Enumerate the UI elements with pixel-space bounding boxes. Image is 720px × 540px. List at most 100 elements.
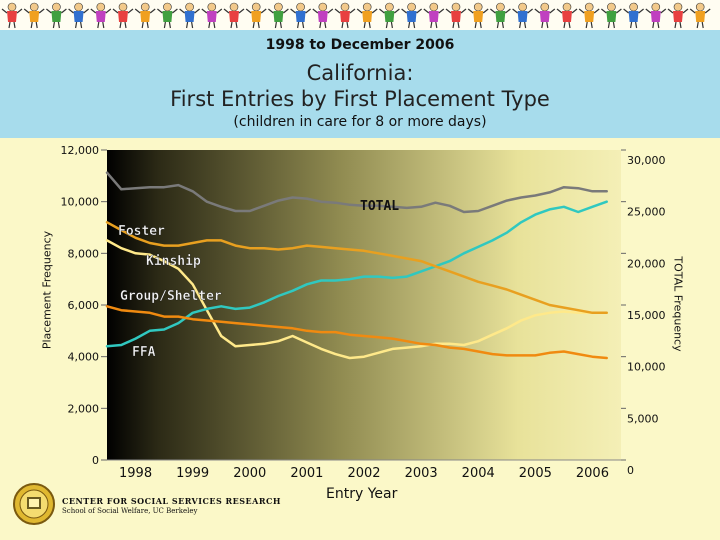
- y-right-tick-label: 30,000: [627, 154, 666, 167]
- plot-area: [107, 150, 621, 460]
- x-tick-label: 1998: [119, 466, 152, 481]
- x-tick-label: 2001: [290, 466, 323, 481]
- kid-arms: [556, 8, 578, 14]
- kid-legs: [8, 21, 16, 29]
- kid-figure: [356, 2, 378, 29]
- series-group-shelter: [105, 305, 608, 360]
- kid-arms: [623, 8, 644, 14]
- kid-body: [295, 11, 306, 22]
- kid-legs: [408, 21, 416, 29]
- kid-figure: [623, 2, 644, 29]
- series-ffa: [105, 221, 608, 315]
- kid-legs: [186, 21, 194, 29]
- kid-legs: [75, 21, 83, 29]
- kid-arms: [268, 8, 289, 14]
- kid-body: [7, 11, 17, 22]
- kid-figure: [490, 2, 511, 29]
- kid-legs: [119, 21, 127, 29]
- kid-figure: [423, 2, 445, 29]
- y-left-tick-label: 12,000: [61, 144, 100, 157]
- kid-body: [206, 11, 217, 22]
- school-name: School of Social Welfare, UC Berkeley: [62, 507, 198, 515]
- kid-legs: [563, 21, 571, 29]
- kid-arms: [467, 8, 489, 14]
- kid-body: [384, 11, 395, 22]
- kid-legs: [97, 21, 105, 29]
- series-total: [105, 171, 608, 214]
- kid-body: [695, 11, 706, 22]
- kid-arms: [334, 8, 356, 14]
- kid-legs: [430, 21, 438, 29]
- kid-body: [650, 11, 661, 22]
- kid-arms: [90, 8, 112, 14]
- kid-legs: [297, 21, 305, 29]
- kid-figure: [667, 2, 689, 29]
- kid-figure: [645, 2, 667, 29]
- kid-legs: [274, 21, 282, 29]
- kid-legs: [141, 21, 149, 29]
- kid-arms: [1, 8, 23, 14]
- annotation-foster: Foster: [118, 224, 165, 239]
- kid-arms: [689, 8, 711, 14]
- chart-title: California: First Entries by First Place…: [0, 60, 720, 112]
- kid-arms: [445, 8, 467, 14]
- kid-figure: [334, 2, 356, 29]
- kid-arms: [423, 8, 445, 14]
- kid-arms: [379, 8, 400, 14]
- kid-body: [273, 11, 284, 22]
- x-tick-label: 1999: [176, 466, 209, 481]
- kid-arms: [312, 8, 334, 14]
- kid-body: [140, 11, 151, 22]
- annotation-group-shelter: Group/Shelter: [120, 289, 222, 304]
- kid-body: [184, 11, 195, 22]
- kid-figure: [601, 2, 622, 29]
- kid-figure: [46, 2, 67, 29]
- series-annotations: TOTAL Foster Kinship Group/Shelter FFA: [118, 199, 399, 360]
- kid-legs: [519, 21, 527, 29]
- kid-legs: [252, 21, 260, 29]
- y-left-tick-label: 4,000: [68, 351, 100, 364]
- kid-arms: [667, 8, 689, 14]
- kid-body: [428, 11, 439, 22]
- kid-arms: [534, 8, 556, 14]
- y-right-tick-label: 10,000: [627, 361, 666, 374]
- kid-body: [229, 11, 239, 22]
- kid-legs: [696, 21, 704, 29]
- y-right-tick-label: 25,000: [627, 206, 666, 219]
- kid-figure: [290, 2, 311, 29]
- kid-figure: [245, 2, 267, 29]
- kid-body: [517, 11, 528, 22]
- kid-body: [562, 11, 572, 22]
- kid-body: [362, 11, 373, 22]
- kid-arms: [512, 8, 533, 14]
- kid-figure: [689, 2, 711, 29]
- y-right-tick-label: 5,000: [627, 412, 659, 425]
- title-band: [0, 30, 720, 138]
- x-tick-label: 2004: [462, 466, 495, 481]
- y-axis-right-title: TOTAL Frequency: [671, 256, 685, 352]
- kid-figure: [556, 2, 578, 29]
- kid-arms: [157, 8, 178, 14]
- kid-legs: [674, 21, 682, 29]
- kid-legs: [230, 21, 238, 29]
- chart-subtitle: (children in care for 8 or more days): [233, 114, 487, 130]
- university-seal-icon: [13, 483, 55, 525]
- kid-body: [162, 11, 173, 22]
- series-kinship: [105, 200, 608, 348]
- kid-figure: [312, 2, 334, 29]
- kid-body: [628, 11, 639, 22]
- kid-arms: [68, 8, 89, 14]
- kids-border-decoration: [0, 0, 720, 30]
- date-range-title: 1998 to December 2006: [265, 37, 455, 53]
- y-left-tick-label: 6,000: [68, 299, 100, 312]
- kid-legs: [341, 21, 349, 29]
- kid-legs: [319, 21, 327, 29]
- kid-figure: [1, 2, 23, 29]
- kid-arms: [245, 8, 267, 14]
- kid-figure: [379, 2, 400, 29]
- kid-body: [118, 11, 128, 22]
- kid-arms: [223, 8, 245, 14]
- kid-arms: [112, 8, 134, 14]
- series-line: [105, 171, 608, 214]
